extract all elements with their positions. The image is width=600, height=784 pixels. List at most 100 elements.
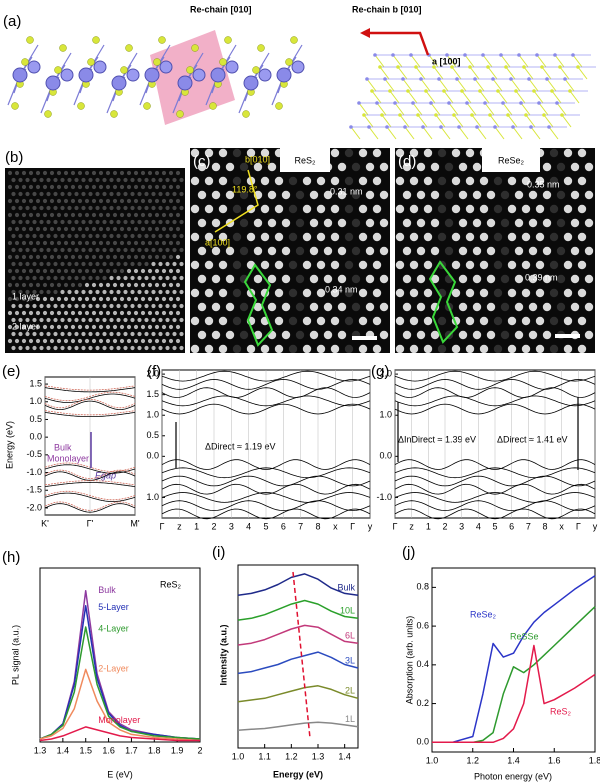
atom-spot (577, 204, 587, 214)
atom-spot (46, 275, 51, 281)
atom-spot (151, 345, 156, 351)
atom-spot (351, 162, 361, 172)
annotation: 0.35 nm (527, 179, 560, 189)
atom-spot (130, 247, 135, 253)
series-label: Bulk (98, 585, 116, 595)
series-line (39, 626, 201, 740)
atom-spot (119, 296, 125, 302)
atom-spot (74, 219, 79, 225)
atom-spot (444, 218, 454, 228)
atom-spot (165, 219, 170, 225)
panel-label: (g) (371, 363, 389, 380)
atom-spot (116, 275, 121, 281)
atom-spot (365, 274, 375, 284)
series-label: Bulk (337, 583, 355, 593)
atom-spot (402, 218, 412, 228)
atom-spot (179, 205, 184, 211)
atom-spot (32, 303, 37, 309)
panel-label: (b) (5, 149, 23, 166)
atom-spot (172, 247, 177, 253)
atom-spot (53, 177, 58, 183)
bond (572, 54, 583, 68)
atom-spot (56, 268, 62, 274)
atom-spot (577, 344, 587, 354)
band-line (161, 379, 371, 390)
atom-spot (154, 170, 160, 176)
panel-label: (a) (3, 13, 21, 30)
atom-spot (161, 296, 167, 302)
atom-spot (154, 324, 160, 330)
atom-spot (175, 198, 181, 204)
atom-spot (137, 205, 142, 211)
atom-spot (204, 316, 214, 326)
atom (460, 89, 464, 93)
atom-spot (95, 331, 100, 337)
band-line (394, 379, 596, 390)
atom-spot (21, 310, 27, 316)
atom-spot (563, 316, 573, 326)
band-line (394, 483, 596, 495)
atom-spot (42, 212, 48, 218)
atom-spot (123, 345, 128, 351)
atom-spot (409, 232, 419, 242)
atom (457, 125, 461, 129)
atom-spot (472, 246, 482, 256)
atom-spot (60, 261, 65, 267)
atom-spot (204, 260, 214, 270)
atom-spot (267, 218, 277, 228)
band-line (44, 464, 136, 474)
atom-spot (119, 254, 125, 260)
atom-spot (91, 212, 97, 218)
axis-label: Energy (eV) (273, 769, 323, 779)
atom-spot (11, 191, 16, 197)
atom-spot (74, 205, 79, 211)
atom-spot (267, 302, 277, 312)
atom-spot (46, 205, 51, 211)
bond (474, 78, 485, 92)
atom-spot (395, 232, 405, 242)
x-tick-label: 1.6 (548, 755, 561, 765)
atom-spot (458, 274, 468, 284)
atom-spot (458, 190, 468, 200)
atom-spot (168, 282, 174, 288)
atom-spot (528, 274, 538, 284)
atom-spot (458, 218, 468, 228)
y-tick-label: 0.0 (146, 451, 159, 461)
atom-spot (126, 254, 132, 260)
atom (442, 89, 446, 93)
atom-spot (11, 233, 16, 239)
atom-spot (165, 289, 170, 295)
atom-spot (130, 177, 135, 183)
atom (496, 89, 500, 93)
bond (430, 102, 441, 116)
atom-spot (140, 338, 146, 344)
atom-spot (56, 282, 62, 288)
atom-spot (18, 177, 23, 183)
bond (482, 54, 493, 68)
atom-spot (179, 331, 184, 337)
atom-spot (18, 289, 23, 295)
atom-spot (514, 246, 524, 256)
bond (494, 126, 505, 140)
atom (432, 65, 436, 69)
atom-s (290, 36, 298, 44)
atom (437, 77, 441, 81)
atom-spot (179, 233, 184, 239)
atom-spot (316, 288, 326, 298)
atom-spot (423, 288, 433, 298)
atom-spot (105, 212, 111, 218)
atom-spot (316, 260, 326, 270)
atom-spot (232, 204, 242, 214)
atom-spot (74, 247, 79, 253)
atom-spot (416, 274, 426, 284)
plot-frame (431, 567, 596, 753)
atom-spot (486, 330, 496, 340)
atom-spot (119, 282, 125, 288)
arrow-head (360, 28, 370, 38)
atom-spot (514, 330, 524, 340)
atom-spot (165, 247, 170, 253)
atom-spot (39, 247, 44, 253)
atom-spot (577, 316, 587, 326)
atom-s (11, 102, 19, 110)
atom-spot (53, 317, 58, 323)
